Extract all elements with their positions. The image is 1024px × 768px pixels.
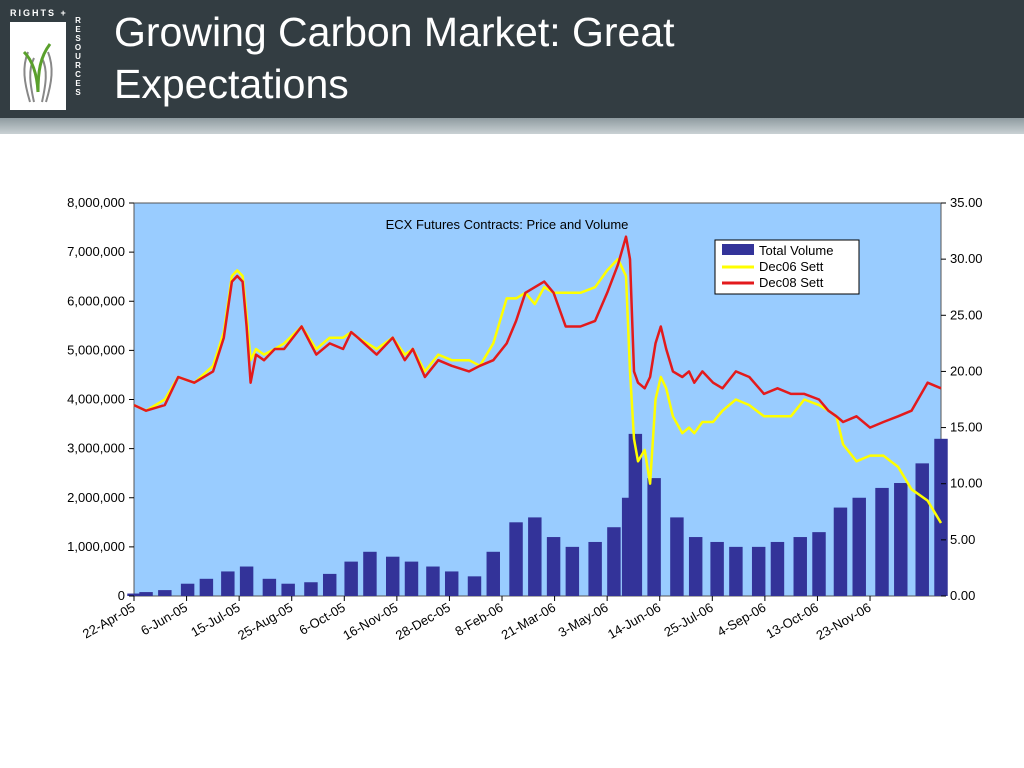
chart-title: ECX Futures Contracts: Price and Volume bbox=[386, 217, 629, 232]
volume-bar bbox=[751, 546, 766, 596]
logo-box bbox=[10, 22, 66, 110]
volume-bar bbox=[833, 507, 848, 596]
volume-bar bbox=[628, 433, 643, 596]
volume-bar bbox=[546, 537, 561, 596]
volume-bar bbox=[894, 483, 908, 596]
volume-bar bbox=[221, 571, 235, 596]
y-right-tick-label: 5.00 bbox=[950, 532, 975, 547]
y-right-tick-label: 30.00 bbox=[950, 251, 983, 266]
slide-header bbox=[0, 0, 1024, 118]
y-right-tick-label: 20.00 bbox=[950, 363, 983, 378]
y-left-tick-label: 7,000,000 bbox=[67, 244, 125, 259]
y-left-tick-label: 8,000,000 bbox=[67, 195, 125, 210]
x-tick-label: 22-Apr-05 bbox=[80, 600, 138, 642]
x-tick-label: 16-Nov-05 bbox=[340, 600, 400, 643]
volume-bar bbox=[812, 532, 826, 596]
volume-bar bbox=[158, 590, 172, 596]
y-left-tick-label: 1,000,000 bbox=[67, 539, 125, 554]
volume-bar bbox=[304, 582, 318, 596]
y-right-tick-label: 25.00 bbox=[950, 307, 983, 322]
y-right-tick-label: 15.00 bbox=[950, 420, 983, 435]
volume-bar bbox=[509, 522, 523, 596]
volume-bar bbox=[934, 438, 948, 596]
y-right-tick-label: 35.00 bbox=[950, 195, 983, 210]
y-left-tick-label: 5,000,000 bbox=[67, 342, 125, 357]
x-tick-label: 8-Feb-06 bbox=[452, 600, 505, 639]
x-tick-label: 21-Mar-06 bbox=[499, 600, 558, 643]
x-tick-label: 3-May-06 bbox=[556, 600, 611, 640]
y-left-tick-label: 3,000,000 bbox=[67, 441, 125, 456]
dec08-sett-line bbox=[133, 235, 942, 429]
dec06-sett-line bbox=[133, 257, 943, 524]
y-left-tick-label: 0 bbox=[118, 588, 125, 603]
volume-bar bbox=[688, 537, 703, 596]
y-left-tick-label: 4,000,000 bbox=[67, 392, 125, 407]
x-tick-label: 4-Sep-06 bbox=[715, 600, 769, 640]
header-band bbox=[0, 118, 1024, 134]
x-tick-label: 25-Jul-06 bbox=[661, 600, 715, 640]
x-tick-label: 15-Jul-05 bbox=[188, 600, 242, 640]
volume-bar bbox=[528, 517, 542, 596]
x-tick-label: 23-Nov-06 bbox=[813, 600, 873, 643]
volume-bar bbox=[607, 527, 621, 596]
legend-swatch-volume bbox=[722, 244, 754, 255]
volume-bar bbox=[770, 541, 785, 596]
volume-bar bbox=[363, 551, 377, 596]
volume-bar bbox=[565, 546, 580, 596]
slide-title: Growing Carbon Market: Great Expectation… bbox=[114, 9, 675, 107]
x-tick-label: 28-Dec-05 bbox=[393, 600, 453, 643]
hands-plant-icon bbox=[22, 43, 53, 103]
volume-bar bbox=[875, 487, 889, 596]
volume-bar bbox=[199, 578, 214, 596]
volume-bar bbox=[239, 566, 254, 596]
rights-resources-logo: RIGHTS + R E S O U R C E S bbox=[8, 8, 88, 112]
volume-bar bbox=[852, 497, 866, 596]
x-tick-label: 25-Aug-05 bbox=[235, 600, 295, 643]
volume-bar bbox=[127, 593, 141, 596]
volume-bar bbox=[467, 576, 482, 596]
volume-bar bbox=[444, 571, 459, 596]
volume-bar bbox=[670, 517, 684, 596]
x-tick-label: 14-Jun-06 bbox=[605, 600, 663, 642]
volume-bar bbox=[426, 566, 440, 596]
volume-bar bbox=[385, 556, 400, 596]
volume-bar bbox=[729, 546, 743, 596]
volume-bar bbox=[139, 592, 153, 596]
x-tick-label: 6-Jun-05 bbox=[138, 600, 190, 639]
y-left-tick-label: 6,000,000 bbox=[67, 293, 125, 308]
volume-bar bbox=[344, 561, 358, 596]
volume-bar bbox=[281, 583, 295, 596]
volume-bar bbox=[180, 583, 195, 596]
volume-bar bbox=[588, 541, 602, 596]
legend-label-dec08: Dec08 Sett bbox=[759, 275, 824, 290]
x-tick-label: 13-Oct-06 bbox=[763, 600, 821, 642]
volume-bar bbox=[404, 561, 419, 596]
y-right-tick-label: 10.00 bbox=[950, 476, 983, 491]
chart-legend: Total Volume Dec06 Sett Dec08 Sett bbox=[714, 239, 860, 295]
volume-bar bbox=[793, 537, 807, 596]
volume-bar bbox=[262, 578, 277, 596]
volume-bar bbox=[710, 541, 724, 596]
legend-label-dec06: Dec06 Sett bbox=[759, 259, 824, 274]
logo-top-text: RIGHTS + bbox=[10, 8, 68, 18]
volume-bar bbox=[486, 551, 500, 596]
volume-bar bbox=[647, 478, 661, 596]
volume-bar bbox=[322, 573, 337, 596]
y-left-tick-label: 2,000,000 bbox=[67, 490, 125, 505]
volume-bar bbox=[915, 463, 929, 596]
x-tick-label: 6-Oct-05 bbox=[296, 600, 347, 638]
logo-side-text: R E S O U R C E S bbox=[74, 16, 82, 97]
legend-label-volume: Total Volume bbox=[759, 243, 833, 258]
y-right-tick-label: 0.00 bbox=[950, 588, 975, 603]
